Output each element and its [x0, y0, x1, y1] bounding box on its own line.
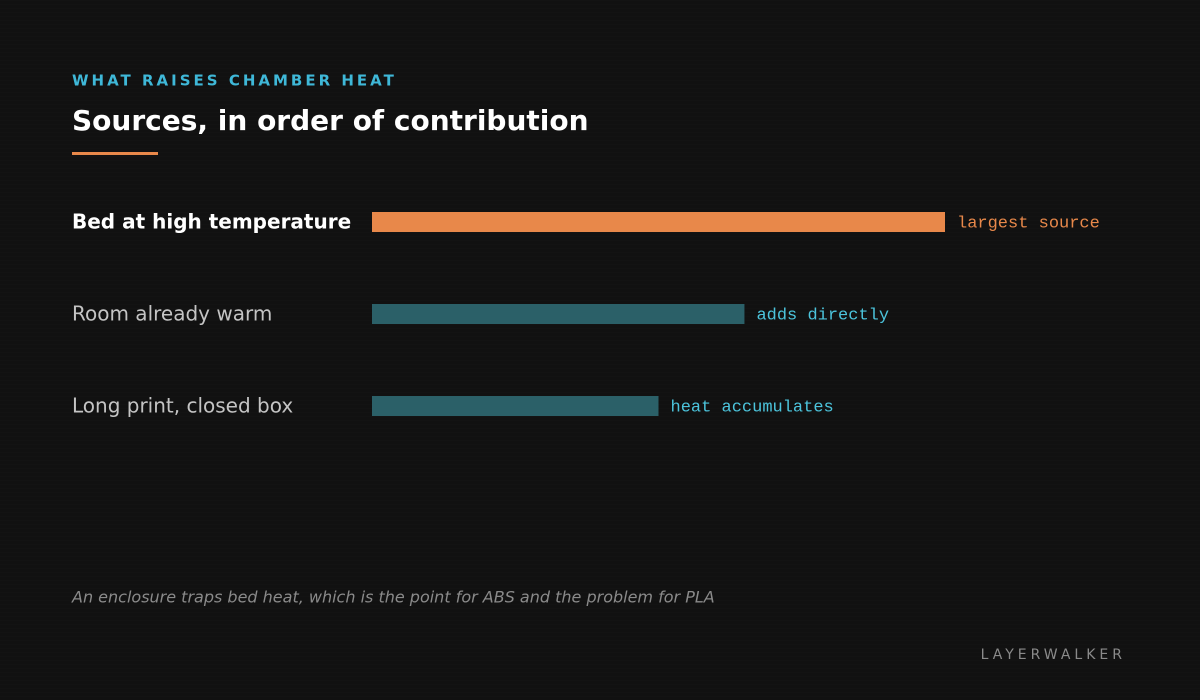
bar-annotation: adds directly [756, 306, 889, 325]
bar-annotation: largest source [957, 214, 1100, 233]
bar [372, 212, 945, 232]
bar [372, 304, 745, 324]
footnote: An enclosure traps bed heat, which is th… [71, 588, 715, 607]
eyebrow: WHAT RAISES CHAMBER HEAT [72, 72, 397, 90]
category-label: Room already warm [72, 302, 272, 326]
category-label: Bed at high temperature [72, 210, 351, 234]
title-underline [72, 152, 158, 155]
brand: LAYERWALKER [981, 647, 1126, 663]
bar [372, 396, 659, 416]
bar-annotation: heat accumulates [671, 398, 834, 417]
chart-title: Sources, in order of contribution [72, 104, 589, 137]
category-label: Long print, closed box [72, 394, 293, 418]
